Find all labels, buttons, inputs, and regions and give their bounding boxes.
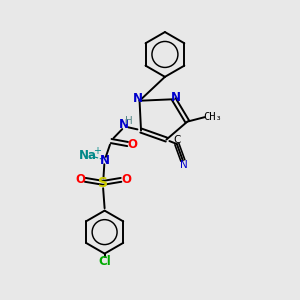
Text: N: N	[133, 92, 143, 105]
Text: N: N	[180, 160, 188, 170]
Text: +: +	[93, 146, 101, 156]
Text: O: O	[128, 137, 138, 151]
Text: CH₃: CH₃	[204, 112, 222, 122]
Text: N: N	[100, 154, 110, 167]
Text: O: O	[121, 173, 131, 186]
Text: S: S	[98, 176, 108, 190]
Text: Na: Na	[79, 148, 97, 162]
Text: N: N	[171, 91, 181, 103]
Text: N: N	[119, 118, 129, 131]
Text: O: O	[75, 173, 85, 186]
Text: C: C	[173, 135, 181, 146]
Text: Cl: Cl	[98, 256, 111, 268]
Text: H: H	[125, 116, 133, 126]
